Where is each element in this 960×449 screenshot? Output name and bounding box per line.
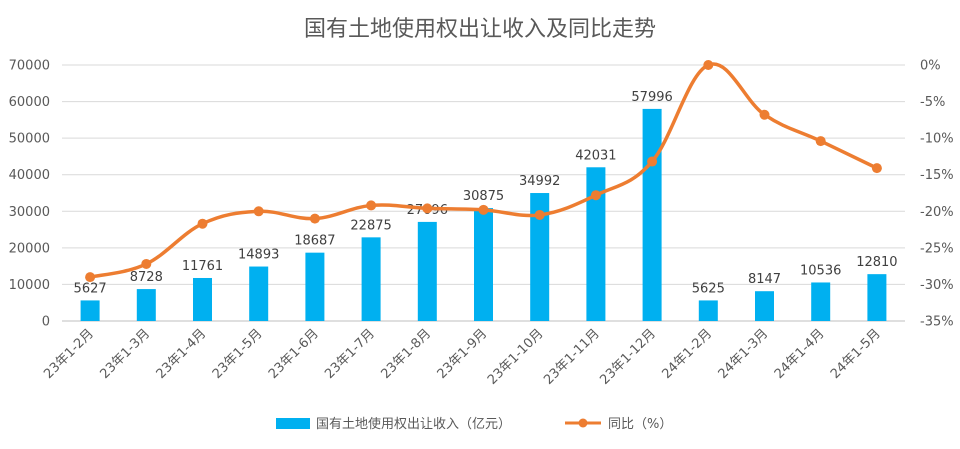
bar — [586, 167, 606, 321]
x-tick-label: 24年1-4月 — [772, 326, 828, 382]
left-tick-label: 20000 — [9, 241, 50, 256]
bar-data-label: 22875 — [350, 218, 391, 233]
bar-data-label: 11761 — [182, 259, 223, 274]
legend-line-marker — [578, 418, 588, 428]
line-point — [141, 258, 152, 269]
bar-data-label: 34992 — [519, 174, 560, 189]
bar — [530, 193, 550, 321]
line-point — [590, 190, 601, 201]
left-tick-label: 50000 — [9, 132, 50, 147]
x-tick-label: 24年1-2月 — [659, 326, 715, 382]
left-tick-label: 30000 — [9, 205, 50, 220]
bar — [642, 108, 662, 321]
right-tick-label: 0% — [920, 59, 941, 74]
line-point — [815, 136, 826, 147]
right-tick-label: -30% — [920, 278, 954, 293]
line-point — [647, 156, 658, 167]
line-point — [422, 203, 433, 214]
legend-bar-label: 国有土地使用权出让收入（亿元） — [316, 416, 511, 432]
left-tick-label: 40000 — [9, 168, 50, 183]
line-point — [759, 109, 770, 120]
line-point — [85, 272, 96, 283]
bar-data-label: 57996 — [631, 90, 672, 105]
x-tick-label: 23年1-2月 — [41, 326, 97, 382]
x-tick-label: 23年1-3月 — [97, 326, 153, 382]
line-point — [871, 163, 882, 174]
x-tick-label: 24年1-3月 — [716, 326, 772, 382]
bar — [698, 300, 718, 321]
right-tick-label: -15% — [920, 168, 954, 183]
x-tick-label: 23年1-9月 — [435, 326, 491, 382]
line-point — [703, 60, 714, 70]
x-tick-label: 23年1-12月 — [597, 326, 659, 388]
x-tick-label: 23年1-8月 — [378, 326, 434, 382]
x-tick-label: 23年1-10月 — [485, 326, 547, 388]
legend-line-label: 同比（%） — [608, 417, 672, 432]
line-point — [478, 204, 489, 215]
line-point — [534, 209, 545, 220]
legend-bar-swatch — [276, 418, 310, 429]
x-tick-label: 23年1-11月 — [541, 326, 603, 388]
x-axis: 23年1-2月 23年1-3月 23年1-4月 23年1-5月 23年1-6月 23年1-… — [41, 326, 884, 388]
line-series — [85, 60, 882, 283]
bar-data-label: 5627 — [74, 281, 107, 296]
line-point — [253, 206, 264, 217]
bar — [417, 221, 437, 321]
bar — [80, 300, 100, 321]
line-point — [366, 200, 377, 211]
bar — [361, 237, 381, 321]
bar — [755, 291, 774, 321]
bar-series — [80, 108, 887, 321]
bar — [193, 277, 212, 321]
bar-data-label: 8728 — [130, 270, 163, 285]
bar — [867, 274, 887, 321]
bar — [305, 252, 325, 321]
right-tick-label: -25% — [920, 241, 954, 256]
right-tick-label: -10% — [920, 132, 954, 147]
bar-data-label: 5625 — [692, 281, 725, 296]
line-point — [197, 218, 208, 229]
chart-title: 国有土地使用权出让收入及同比走势 — [304, 17, 656, 42]
bar-data-label: 8147 — [748, 272, 781, 287]
left-tick-label: 10000 — [9, 278, 50, 293]
bar-data-label: 10536 — [800, 263, 841, 278]
bar-data-label: 12810 — [856, 255, 897, 270]
bar-data-label: 14893 — [238, 248, 279, 263]
right-axis: 0% -5% -10% -15% -20% -25% -30% -35% — [920, 59, 954, 330]
left-tick-label: 70000 — [9, 59, 50, 74]
bar-data-label: 30875 — [463, 189, 504, 204]
bar-data-label: 18687 — [294, 234, 335, 249]
x-tick-label: 23年1-7月 — [322, 326, 378, 382]
x-tick-label: 23年1-4月 — [154, 326, 210, 382]
x-tick-label: 23年1-6月 — [266, 326, 322, 382]
legend: 国有土地使用权出让收入（亿元） 同比（%） — [276, 416, 672, 432]
x-tick-label: 23年1-5月 — [210, 326, 266, 382]
bar — [136, 289, 156, 321]
right-tick-label: -20% — [920, 205, 954, 220]
bar-data-label: 42031 — [575, 148, 616, 163]
left-tick-label: 60000 — [9, 95, 50, 110]
bar — [811, 282, 831, 321]
line-point — [309, 213, 320, 224]
left-axis: 0 10000 20000 30000 40000 50000 60000 70000 — [9, 59, 50, 330]
bar — [249, 266, 269, 321]
left-tick-label: 0 — [42, 315, 50, 330]
bar — [474, 208, 493, 321]
line-path — [88, 62, 879, 279]
x-tick-label: 24年1-5月 — [828, 326, 884, 382]
right-tick-label: -5% — [920, 95, 945, 110]
right-tick-label: -35% — [920, 315, 954, 330]
